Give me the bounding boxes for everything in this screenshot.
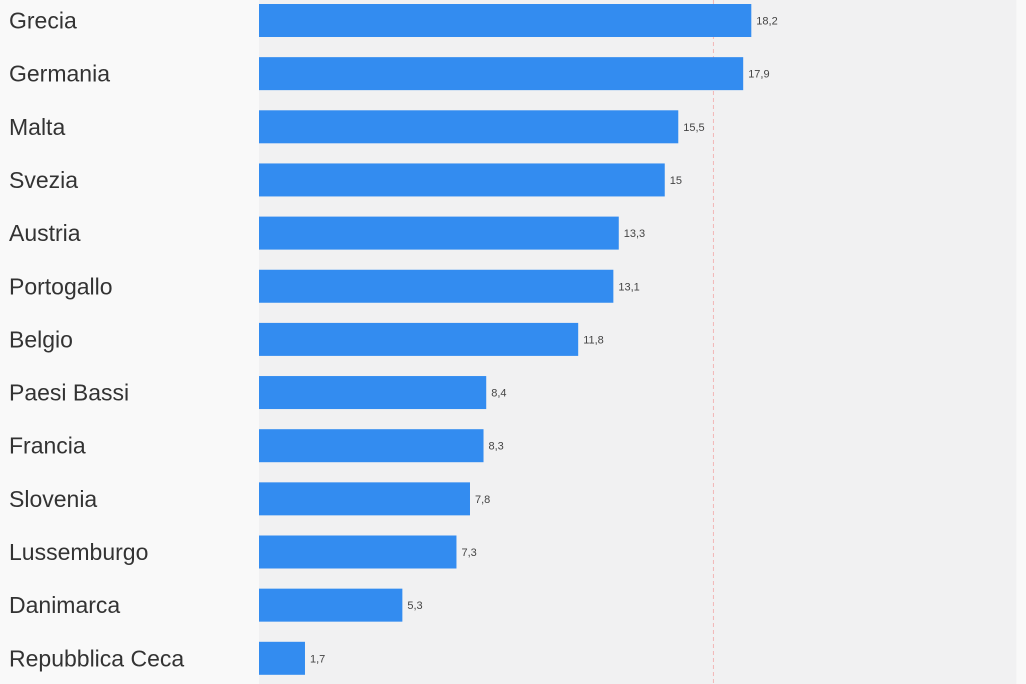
bar <box>259 641 305 675</box>
value-label: 5,3 <box>407 600 422 612</box>
value-label: 18,2 <box>756 16 777 28</box>
value-label: 1,7 <box>310 653 325 665</box>
category-label: Svezia <box>9 167 78 193</box>
value-label: 15,5 <box>683 122 704 134</box>
value-label: 8,4 <box>491 388 506 400</box>
bar <box>259 216 619 250</box>
category-label: Portogallo <box>9 273 113 299</box>
bar <box>259 57 744 91</box>
value-label: 15 <box>670 175 682 187</box>
value-label: 13,1 <box>618 281 639 293</box>
value-label: 7,3 <box>461 547 476 559</box>
bar <box>259 269 614 303</box>
category-label: Paesi Bassi <box>9 380 129 406</box>
bar <box>259 376 487 410</box>
bar <box>259 482 470 516</box>
category-label: Francia <box>9 433 86 459</box>
value-label: 8,3 <box>489 441 504 453</box>
bar <box>259 4 752 37</box>
category-label: Danimarca <box>9 592 120 618</box>
category-label: Germania <box>9 61 110 87</box>
bar <box>259 110 679 144</box>
value-label: 11,8 <box>583 334 604 346</box>
bar <box>259 588 403 622</box>
bar <box>259 429 484 463</box>
category-label: Grecia <box>9 8 77 34</box>
category-label: Slovenia <box>9 486 97 512</box>
category-label: Repubblica Ceca <box>9 645 184 671</box>
category-label: Austria <box>9 220 81 246</box>
category-label: Malta <box>9 114 65 140</box>
value-label: 7,8 <box>475 494 490 506</box>
bar <box>259 163 665 197</box>
category-label: Belgio <box>9 326 73 352</box>
value-label: 17,9 <box>748 69 769 81</box>
bar <box>259 322 579 356</box>
value-label: 13,3 <box>624 228 645 240</box>
bar <box>259 535 457 569</box>
category-label: Lussemburgo <box>9 539 148 565</box>
